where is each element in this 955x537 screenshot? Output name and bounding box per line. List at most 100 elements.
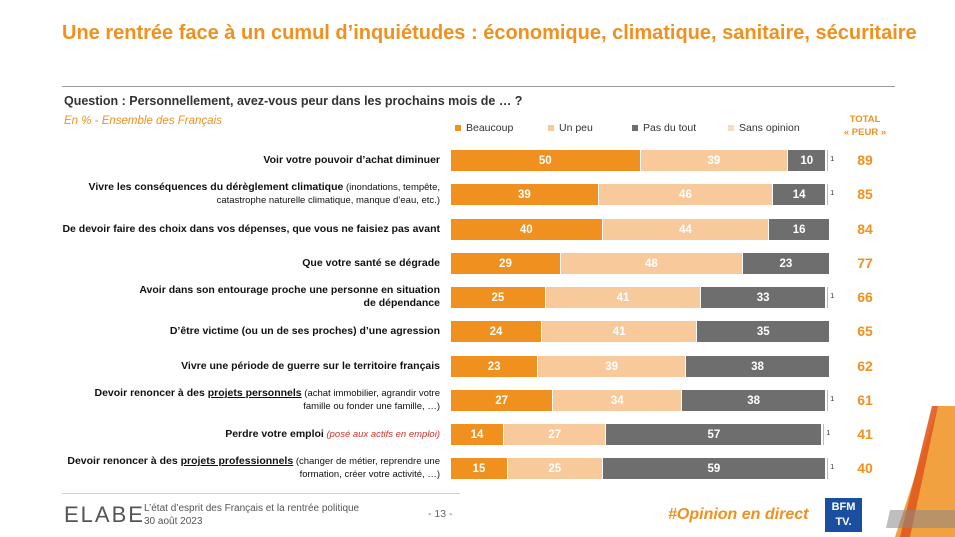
row-label-line1: Vivre une période de guerre sur le terri… <box>181 360 440 372</box>
total-header-line2: « PEUR » <box>843 127 887 138</box>
footer-line1: L’état d’esprit des Français et la rentr… <box>144 503 360 514</box>
bar-segment-pas-du-tout: 35 <box>697 321 830 342</box>
row-label-line1: Vivre les conséquences du dérèglement cl… <box>88 181 440 193</box>
bfm-line2: TV. <box>835 516 852 528</box>
question-text: Question : Personnellement, avez-vous pe… <box>64 94 523 108</box>
total-header: TOTAL « PEUR » <box>836 113 894 139</box>
row-label: Perdre votre emploi (posé aux actifs en … <box>40 428 440 441</box>
total-header-line1: TOTAL <box>849 114 881 125</box>
bar-segment-sans-opinion <box>826 458 829 479</box>
page-number: - 13 - <box>428 508 453 520</box>
bar-segment-sans-opinion <box>822 424 826 445</box>
bar-segment-un-peu: 25 <box>507 458 602 479</box>
row-label-line2: de dépendance <box>363 297 440 309</box>
sans-opinion-value: 1 <box>830 190 835 197</box>
row-label: Vivre une période de guerre sur le terri… <box>40 360 440 373</box>
bar-segment-beaucoup: 27 <box>451 390 553 411</box>
legend-item-beaucoup: Beaucoup <box>455 122 513 134</box>
page-title: Une rentrée face à un cumul d’inquiétude… <box>62 22 917 44</box>
total-peur-value: 85 <box>857 186 873 202</box>
bar-segment-un-peu: 48 <box>560 253 742 274</box>
legend-label: Sans opinion <box>739 122 800 134</box>
row-label: Voir votre pouvoir d’achat diminuer <box>40 154 440 167</box>
row-label: De devoir faire des choix dans vos dépen… <box>40 223 440 236</box>
bar-segment-beaucoup: 40 <box>451 219 602 240</box>
row-label-underlined: projets personnels <box>207 387 302 399</box>
bar-segment-un-peu: 39 <box>538 356 685 377</box>
bar-segment-pas-du-tout: 33 <box>701 287 826 308</box>
row-label-line2: catastrophe naturelle climatique, manque… <box>216 195 440 206</box>
legend-label: Pas du tout <box>643 122 697 134</box>
sans-opinion-value: 1 <box>826 430 831 437</box>
bar-segment-pas-du-tout: 16 <box>769 219 829 240</box>
row-label-note: (changer de métier, reprendre une <box>293 456 440 467</box>
row-label: Vivre les conséquences du dérèglement cl… <box>40 181 440 207</box>
title-divider <box>62 86 895 87</box>
total-peur-value: 41 <box>857 426 873 442</box>
bar-segment-beaucoup: 25 <box>451 287 545 308</box>
legend-swatch <box>455 125 461 131</box>
row-label: Devoir renoncer à des projets personnels… <box>40 387 440 413</box>
total-peur-value: 40 <box>857 460 873 476</box>
total-peur-value: 65 <box>857 323 873 339</box>
bar-segment-un-peu: 44 <box>602 219 769 240</box>
row-label-note: (achat immobilier, agrandir votre <box>301 388 440 399</box>
bar-segment-un-peu: 41 <box>545 287 701 308</box>
bar-segment-pas-du-tout: 57 <box>606 424 822 445</box>
total-peur-value: 77 <box>857 255 873 271</box>
row-label-line1: D’être victime (ou un de ses proches) d’… <box>169 325 440 337</box>
row-label-line1: De devoir faire des choix dans vos dépen… <box>62 223 440 235</box>
bar-segment-sans-opinion <box>826 390 829 411</box>
bar-segment-un-peu: 27 <box>504 424 606 445</box>
total-peur-value: 89 <box>857 152 873 168</box>
bar-segment-pas-du-tout: 14 <box>773 184 826 205</box>
footer-text: L’état d’esprit des Français et la rentr… <box>144 502 359 528</box>
legend-item-pas-du-tout: Pas du tout <box>632 122 696 134</box>
row-label-note: (inondations, tempête, <box>343 182 440 193</box>
row-label-line2: famille ou fonder une famille, …) <box>303 401 440 412</box>
row-label: Avoir dans son entourage proche une pers… <box>40 284 440 310</box>
bar-segment-pas-du-tout: 38 <box>686 356 829 377</box>
legend-item-sans-opinion: Sans opinion <box>728 122 800 134</box>
row-label-condition: (posé aux actifs en emploi) <box>323 429 440 440</box>
legend-swatch <box>548 125 554 131</box>
bfm-line1: BFM <box>831 501 856 513</box>
bar-segment-sans-opinion <box>826 287 829 308</box>
row-label-line1: Que votre santé se dégrade <box>302 257 440 269</box>
row-label: Devoir renoncer à des projets profession… <box>40 455 440 481</box>
bfmtv-logo: BFM TV. <box>825 498 862 532</box>
row-label: Que votre santé se dégrade <box>40 257 440 270</box>
bar-segment-pas-du-tout: 59 <box>602 458 826 479</box>
legend-label: Beaucoup <box>466 122 514 134</box>
bar-segment-pas-du-tout: 10 <box>788 150 826 171</box>
bar-segment-beaucoup: 14 <box>451 424 504 445</box>
legend-swatch <box>728 125 734 131</box>
sans-opinion-value: 1 <box>830 293 835 300</box>
bar-segment-un-peu: 41 <box>542 321 697 342</box>
total-peur-value: 66 <box>857 289 873 305</box>
bar-segment-beaucoup: 39 <box>451 184 598 205</box>
bar-segment-un-peu: 39 <box>640 150 788 171</box>
footer-line2: 30 août 2023 <box>144 516 203 527</box>
legend-label: Un peu <box>559 122 593 134</box>
bar-segment-beaucoup: 15 <box>451 458 507 479</box>
row-label-line1: Devoir renoncer à des projets profession… <box>67 455 440 467</box>
row-label-line1: Devoir renoncer à des projets personnels… <box>94 387 440 399</box>
elabe-logo: ELABE <box>64 502 145 528</box>
bar-segment-beaucoup: 23 <box>451 356 538 377</box>
bar-segment-sans-opinion <box>826 150 829 171</box>
bar-segment-un-peu: 34 <box>553 390 682 411</box>
row-label-line1: Perdre votre emploi (posé aux actifs en … <box>225 428 440 440</box>
total-peur-value: 62 <box>857 358 873 374</box>
bar-segment-beaucoup: 24 <box>451 321 541 342</box>
row-label-line1: Avoir dans son entourage proche une pers… <box>139 284 440 296</box>
decorative-triangle-icon <box>886 406 955 537</box>
row-label-underlined: projets professionnels <box>180 455 294 467</box>
total-peur-value: 84 <box>857 221 873 237</box>
legend-item-un-peu: Un peu <box>548 122 593 134</box>
sans-opinion-value: 1 <box>830 464 835 471</box>
row-label: D’être victime (ou un de ses proches) d’… <box>40 325 440 338</box>
bar-segment-pas-du-tout: 38 <box>682 390 826 411</box>
total-peur-value: 61 <box>857 392 873 408</box>
bar-segment-beaucoup: 50 <box>451 150 640 171</box>
